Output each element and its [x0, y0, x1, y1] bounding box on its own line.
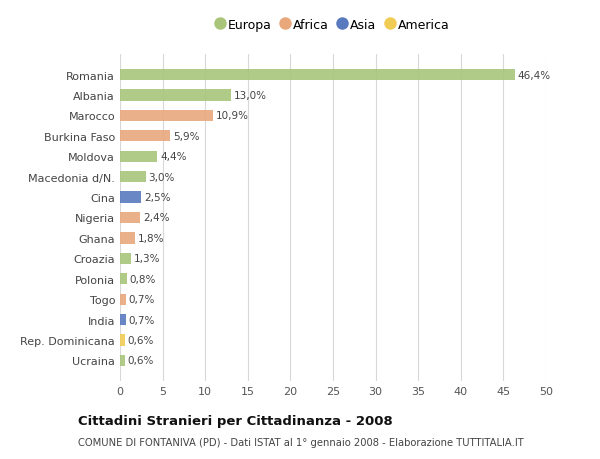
- Bar: [120, 314, 126, 325]
- Legend: Europa, Africa, Asia, America: Europa, Africa, Asia, America: [217, 19, 449, 32]
- Bar: [120, 151, 157, 162]
- Bar: [120, 111, 213, 122]
- Text: 0,7%: 0,7%: [128, 295, 155, 304]
- Text: Cittadini Stranieri per Cittadinanza - 2008: Cittadini Stranieri per Cittadinanza - 2…: [78, 414, 393, 428]
- Text: 0,6%: 0,6%: [128, 356, 154, 365]
- Bar: [120, 131, 170, 142]
- Bar: [120, 335, 125, 346]
- Bar: [120, 355, 125, 366]
- Bar: [120, 90, 231, 101]
- Text: 3,0%: 3,0%: [148, 172, 175, 182]
- Text: 4,4%: 4,4%: [160, 152, 187, 162]
- Bar: [120, 253, 131, 264]
- Bar: [120, 274, 127, 285]
- Text: COMUNE DI FONTANIVA (PD) - Dati ISTAT al 1° gennaio 2008 - Elaborazione TUTTITAL: COMUNE DI FONTANIVA (PD) - Dati ISTAT al…: [78, 437, 524, 447]
- Text: 5,9%: 5,9%: [173, 132, 199, 141]
- Bar: [120, 233, 136, 244]
- Bar: [120, 172, 146, 183]
- Bar: [120, 213, 140, 224]
- Bar: [120, 70, 515, 81]
- Text: 46,4%: 46,4%: [518, 71, 551, 80]
- Text: 0,7%: 0,7%: [128, 315, 155, 325]
- Text: 1,3%: 1,3%: [134, 254, 160, 264]
- Text: 1,8%: 1,8%: [138, 233, 164, 243]
- Text: 2,5%: 2,5%: [144, 193, 170, 203]
- Text: 2,4%: 2,4%: [143, 213, 170, 223]
- Text: 0,6%: 0,6%: [128, 335, 154, 345]
- Text: 10,9%: 10,9%: [215, 111, 248, 121]
- Bar: [120, 192, 142, 203]
- Text: 0,8%: 0,8%: [130, 274, 156, 284]
- Text: 13,0%: 13,0%: [233, 91, 266, 101]
- Bar: [120, 294, 126, 305]
